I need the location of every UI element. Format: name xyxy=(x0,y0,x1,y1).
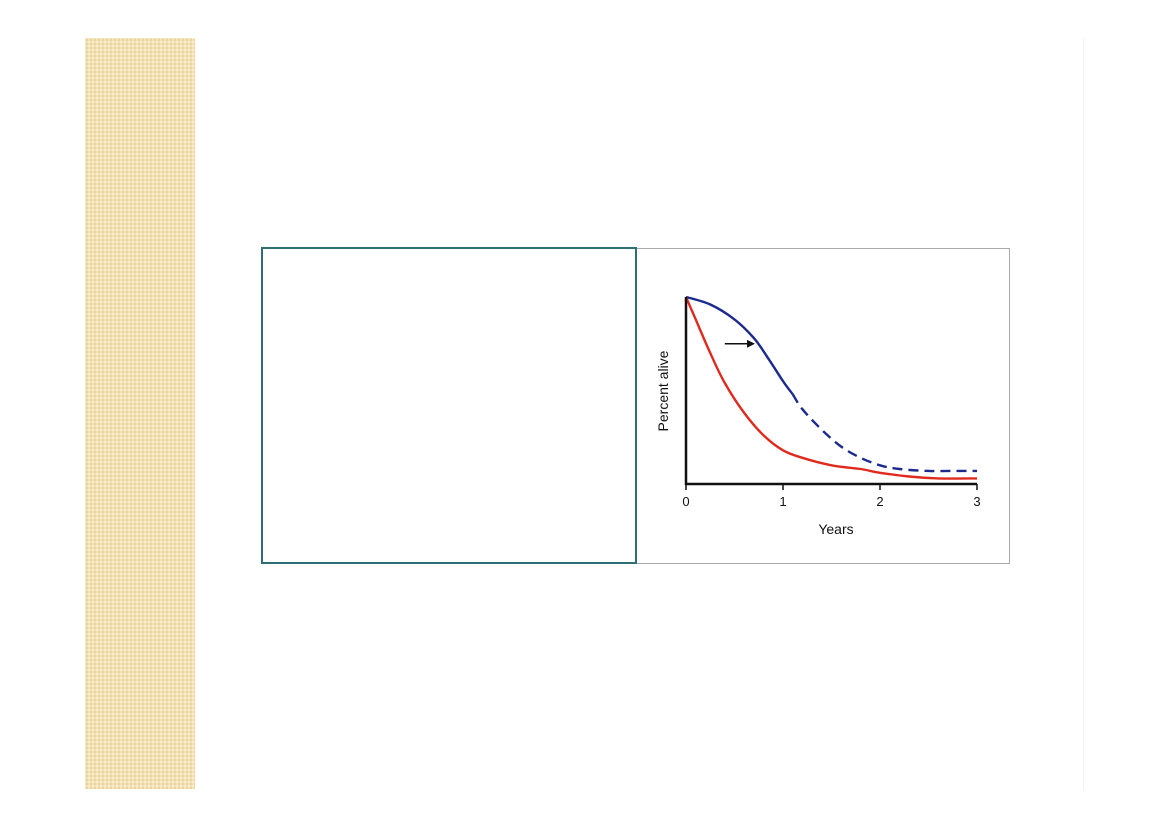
x-tick-label: 2 xyxy=(876,494,883,509)
x-axis-label: Years xyxy=(818,521,853,537)
x-tick-label: 3 xyxy=(973,494,980,509)
tick-layer: 0 1 2 3 xyxy=(682,484,981,509)
decorative-side-strip xyxy=(85,38,195,789)
empty-text-box xyxy=(261,247,637,564)
y-axis-label: Percent alive xyxy=(655,350,671,431)
survival-chart: 0 1 2 3 Years Percent alive xyxy=(633,248,1010,564)
series-1-line-solid xyxy=(685,295,794,395)
series-layer xyxy=(684,295,978,480)
series-1-line-dashed xyxy=(791,393,977,473)
x-tick-label: 0 xyxy=(682,494,689,509)
chart-svg: 0 1 2 3 Years Percent alive xyxy=(655,295,981,537)
x-tick-label: 1 xyxy=(779,494,786,509)
slide-edge-rule xyxy=(1083,38,1084,789)
series-2-line xyxy=(684,296,978,480)
